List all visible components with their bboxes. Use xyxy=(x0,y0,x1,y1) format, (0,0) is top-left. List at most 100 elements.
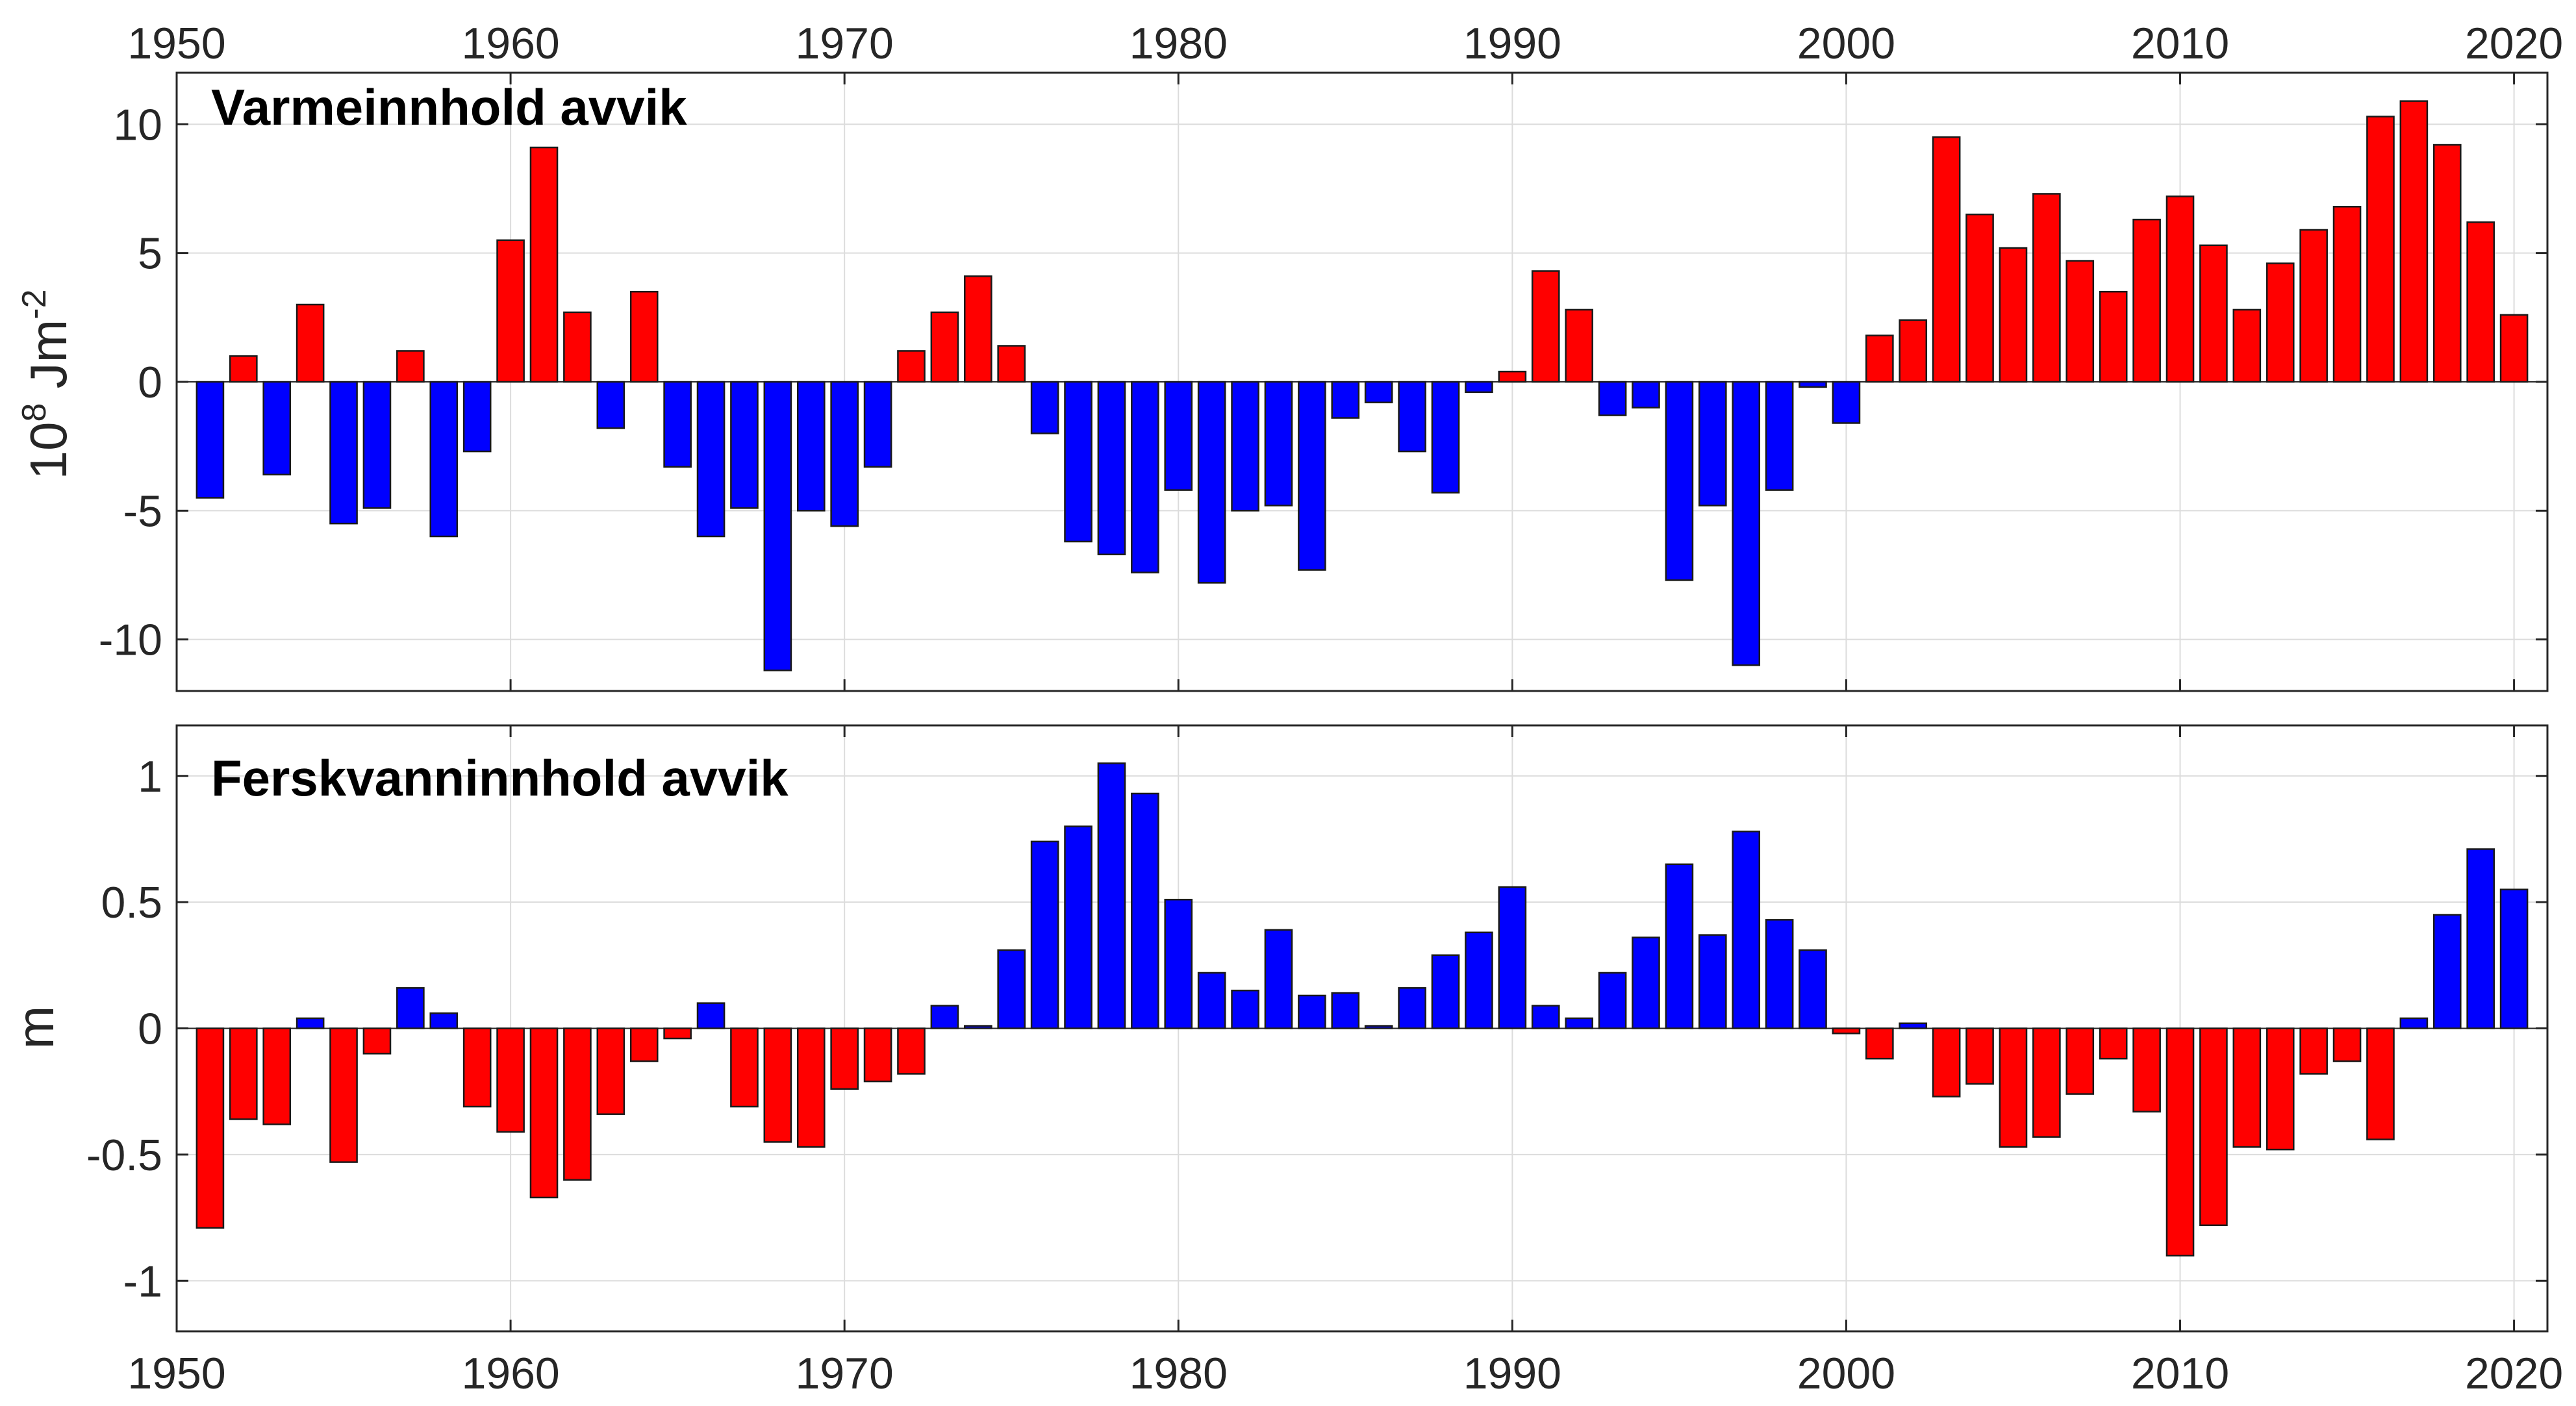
bar-2009 xyxy=(2132,218,2161,383)
bar-1969 xyxy=(796,381,826,512)
x-tick-label: 1970 xyxy=(796,1349,894,1398)
bar-2020 xyxy=(2499,888,2529,1029)
y-tick-label: 1 xyxy=(138,752,162,801)
bar-1985 xyxy=(1331,992,1360,1029)
bar-1953 xyxy=(262,1027,292,1125)
bar-1956 xyxy=(362,381,392,509)
bar-1951 xyxy=(196,381,225,499)
bar-1956 xyxy=(362,1027,392,1055)
bar-1998 xyxy=(1765,919,1794,1029)
bar-1970 xyxy=(830,1027,859,1090)
x-tick-label: 2010 xyxy=(2131,1349,2229,1398)
heat-content-x-tick-labels: 1950 1960 1970 1980 1990 2000 2010 2020 xyxy=(127,19,2563,68)
bar-2011 xyxy=(2199,244,2228,383)
bar-1996 xyxy=(1698,934,1727,1029)
bar-1979 xyxy=(1131,792,1159,1029)
bar-1989 xyxy=(1465,381,1493,394)
bar-1981 xyxy=(1197,972,1226,1029)
bar-2013 xyxy=(2266,1027,2295,1151)
bar-1953 xyxy=(262,381,292,476)
bar-1974 xyxy=(963,1025,992,1029)
bar-2007 xyxy=(2065,1027,2095,1095)
x-tick-label: 2020 xyxy=(2465,19,2563,68)
x-tick-label: 1960 xyxy=(461,19,559,68)
bar-2002 xyxy=(1899,319,1928,383)
bar-1986 xyxy=(1364,1025,1393,1029)
bar-1990 xyxy=(1498,886,1527,1029)
bar-1951 xyxy=(196,1027,225,1229)
bar-2005 xyxy=(1999,247,2028,383)
bar-1968 xyxy=(763,1027,792,1143)
bar-1963 xyxy=(596,1027,625,1115)
bar-1984 xyxy=(1298,381,1326,571)
bar-2017 xyxy=(2399,100,2429,383)
bar-1997 xyxy=(1732,831,1761,1029)
bar-1987 xyxy=(1398,381,1426,453)
heat-content-y-tick-labels: -10 -5 0 5 10 xyxy=(99,100,162,664)
bar-1972 xyxy=(897,1027,926,1075)
bar-1954 xyxy=(296,303,325,383)
bar-2001 xyxy=(1865,334,1894,383)
freshwater-content-panel: 1950 1960 1970 1980 1990 2000 2010 2020 -1 -0.5 0… xyxy=(6,724,2563,1398)
bar-1962 xyxy=(563,1027,592,1181)
bar-1974 xyxy=(963,275,992,383)
x-tick-label: 1990 xyxy=(1463,1349,1561,1398)
bar-2012 xyxy=(2232,308,2262,383)
bar-1976 xyxy=(1030,840,1059,1029)
bar-1990 xyxy=(1498,370,1527,383)
bar-1965 xyxy=(663,381,692,468)
bar-1965 xyxy=(663,1027,692,1040)
bar-1961 xyxy=(529,146,559,383)
bar-1976 xyxy=(1030,381,1059,434)
bar-1993 xyxy=(1598,972,1627,1029)
y-tick-label: -0.5 xyxy=(86,1131,162,1180)
bar-1972 xyxy=(897,350,926,383)
bar-2003 xyxy=(1932,136,1961,383)
freshwater-content-y-tick-labels: -1 -0.5 0 0.5 1 xyxy=(86,752,162,1307)
bar-1960 xyxy=(496,1027,525,1133)
bar-1970 xyxy=(830,381,859,527)
y-tick-label: 0 xyxy=(138,1005,162,1054)
bar-2019 xyxy=(2466,221,2495,383)
bar-2007 xyxy=(2065,260,2095,383)
bar-1964 xyxy=(629,290,659,383)
bar-1993 xyxy=(1598,381,1627,416)
ylabel-unit-exponent: -2 xyxy=(16,289,53,319)
bar-1983 xyxy=(1264,929,1293,1029)
bar-1979 xyxy=(1131,381,1159,573)
bar-2020 xyxy=(2499,314,2529,383)
bar-1988 xyxy=(1431,954,1460,1029)
bar-2013 xyxy=(2266,262,2295,383)
heat-content-panel: 1950 1960 1970 1980 1990 2000 2010 2020 -10 -5 0 5… xyxy=(16,19,2563,692)
x-tick-label: 2020 xyxy=(2465,1349,2563,1398)
bar-1978 xyxy=(1097,762,1126,1029)
bar-1964 xyxy=(629,1027,659,1062)
bar-1977 xyxy=(1064,825,1092,1029)
bar-1975 xyxy=(997,949,1026,1029)
bar-1997 xyxy=(1732,381,1761,666)
bar-1968 xyxy=(763,381,792,672)
x-tick-label: 2000 xyxy=(1797,1349,1895,1398)
x-tick-label: 1960 xyxy=(461,1349,559,1398)
bar-1985 xyxy=(1331,381,1360,419)
x-tick-label: 1950 xyxy=(127,1349,225,1398)
bar-1954 xyxy=(296,1017,325,1029)
bar-2014 xyxy=(2299,1027,2328,1075)
bar-1966 xyxy=(696,1002,726,1029)
bar-1995 xyxy=(1665,863,1694,1029)
freshwater-content-y-axis-label: m xyxy=(6,1006,64,1049)
y-tick-label: -1 xyxy=(123,1257,162,1306)
x-tick-label: 1970 xyxy=(796,19,894,68)
bar-1998 xyxy=(1765,381,1794,491)
freshwater-content-x-tick-labels: 1950 1960 1970 1980 1990 2000 2010 2020 xyxy=(127,1349,2563,1398)
bar-1983 xyxy=(1264,381,1293,507)
bar-1999 xyxy=(1799,381,1827,388)
bar-1994 xyxy=(1632,936,1660,1029)
bar-1989 xyxy=(1465,931,1493,1029)
bar-1978 xyxy=(1097,381,1126,556)
bar-1994 xyxy=(1632,381,1660,408)
y-tick-label: -10 xyxy=(99,616,162,665)
bar-2000 xyxy=(1832,1027,1861,1035)
bar-2000 xyxy=(1832,381,1861,424)
bar-2002 xyxy=(1899,1022,1928,1029)
